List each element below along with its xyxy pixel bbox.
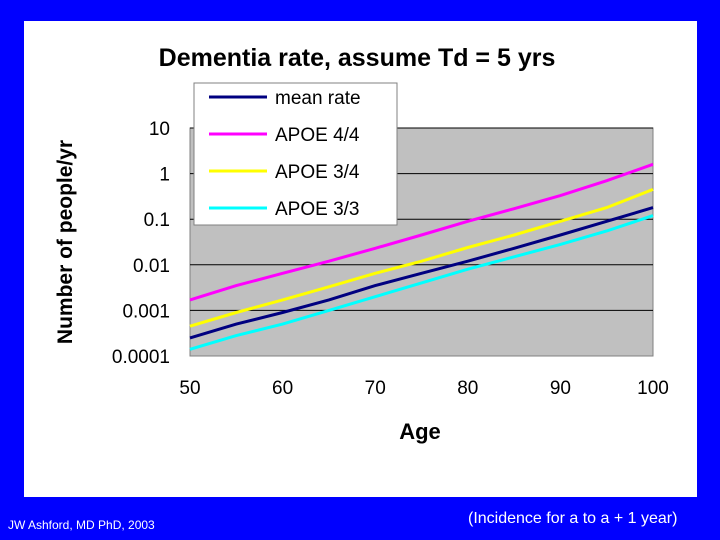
chart-title: Dementia rate, assume Td = 5 yrs (159, 44, 556, 72)
x-tick-label: 50 (179, 378, 200, 399)
y-tick-label: 1 (159, 165, 170, 186)
x-axis-label: Age (399, 419, 441, 444)
legend-label: mean rate (275, 88, 361, 109)
series-lines (189, 162, 654, 351)
incidence-note: (Incidence for a to a + 1 year) (468, 510, 678, 527)
series-line-mean-rate (189, 206, 654, 340)
x-tick-label: 80 (457, 378, 478, 399)
x-tick-label: 70 (365, 378, 386, 399)
legend: mean rate APOE 4/4 APOE 3/4 APOE 3/3 (193, 82, 398, 226)
legend-label: APOE 3/3 (275, 199, 360, 220)
legend-label: APOE 4/4 (275, 125, 360, 146)
legend-label: APOE 3/4 (275, 162, 360, 183)
x-axis-ticks: 50 60 70 80 90 100 (179, 378, 668, 399)
x-tick-label: 100 (637, 378, 669, 399)
series-line-apoe-4-4 (189, 162, 654, 302)
chart: Dementia rate, assume Td = 5 yrs 10 1 0.1 0… (54, 44, 669, 444)
y-tick-label: 10 (149, 119, 170, 140)
y-axis-ticks: 10 1 0.1 0.01 0.001 0.0001 (112, 119, 170, 368)
y-tick-label: 0.1 (144, 210, 170, 231)
series-line-apoe-3-3 (189, 214, 654, 351)
y-tick-label: 0.001 (122, 301, 170, 322)
x-tick-label: 90 (550, 378, 571, 399)
y-tick-label: 0.01 (133, 256, 170, 277)
legend-box (193, 82, 398, 226)
chart-frame: Dementia rate, assume Td = 5 yrs 10 1 0.1 0… (24, 21, 697, 497)
y-tick-label: 0.0001 (112, 347, 170, 368)
series-line-apoe-3-4 (189, 188, 654, 328)
author-credit: JW Ashford, MD PhD, 2003 (8, 518, 155, 532)
x-tick-label: 60 (272, 378, 293, 399)
y-axis-label: Number of people/yr (54, 140, 77, 344)
